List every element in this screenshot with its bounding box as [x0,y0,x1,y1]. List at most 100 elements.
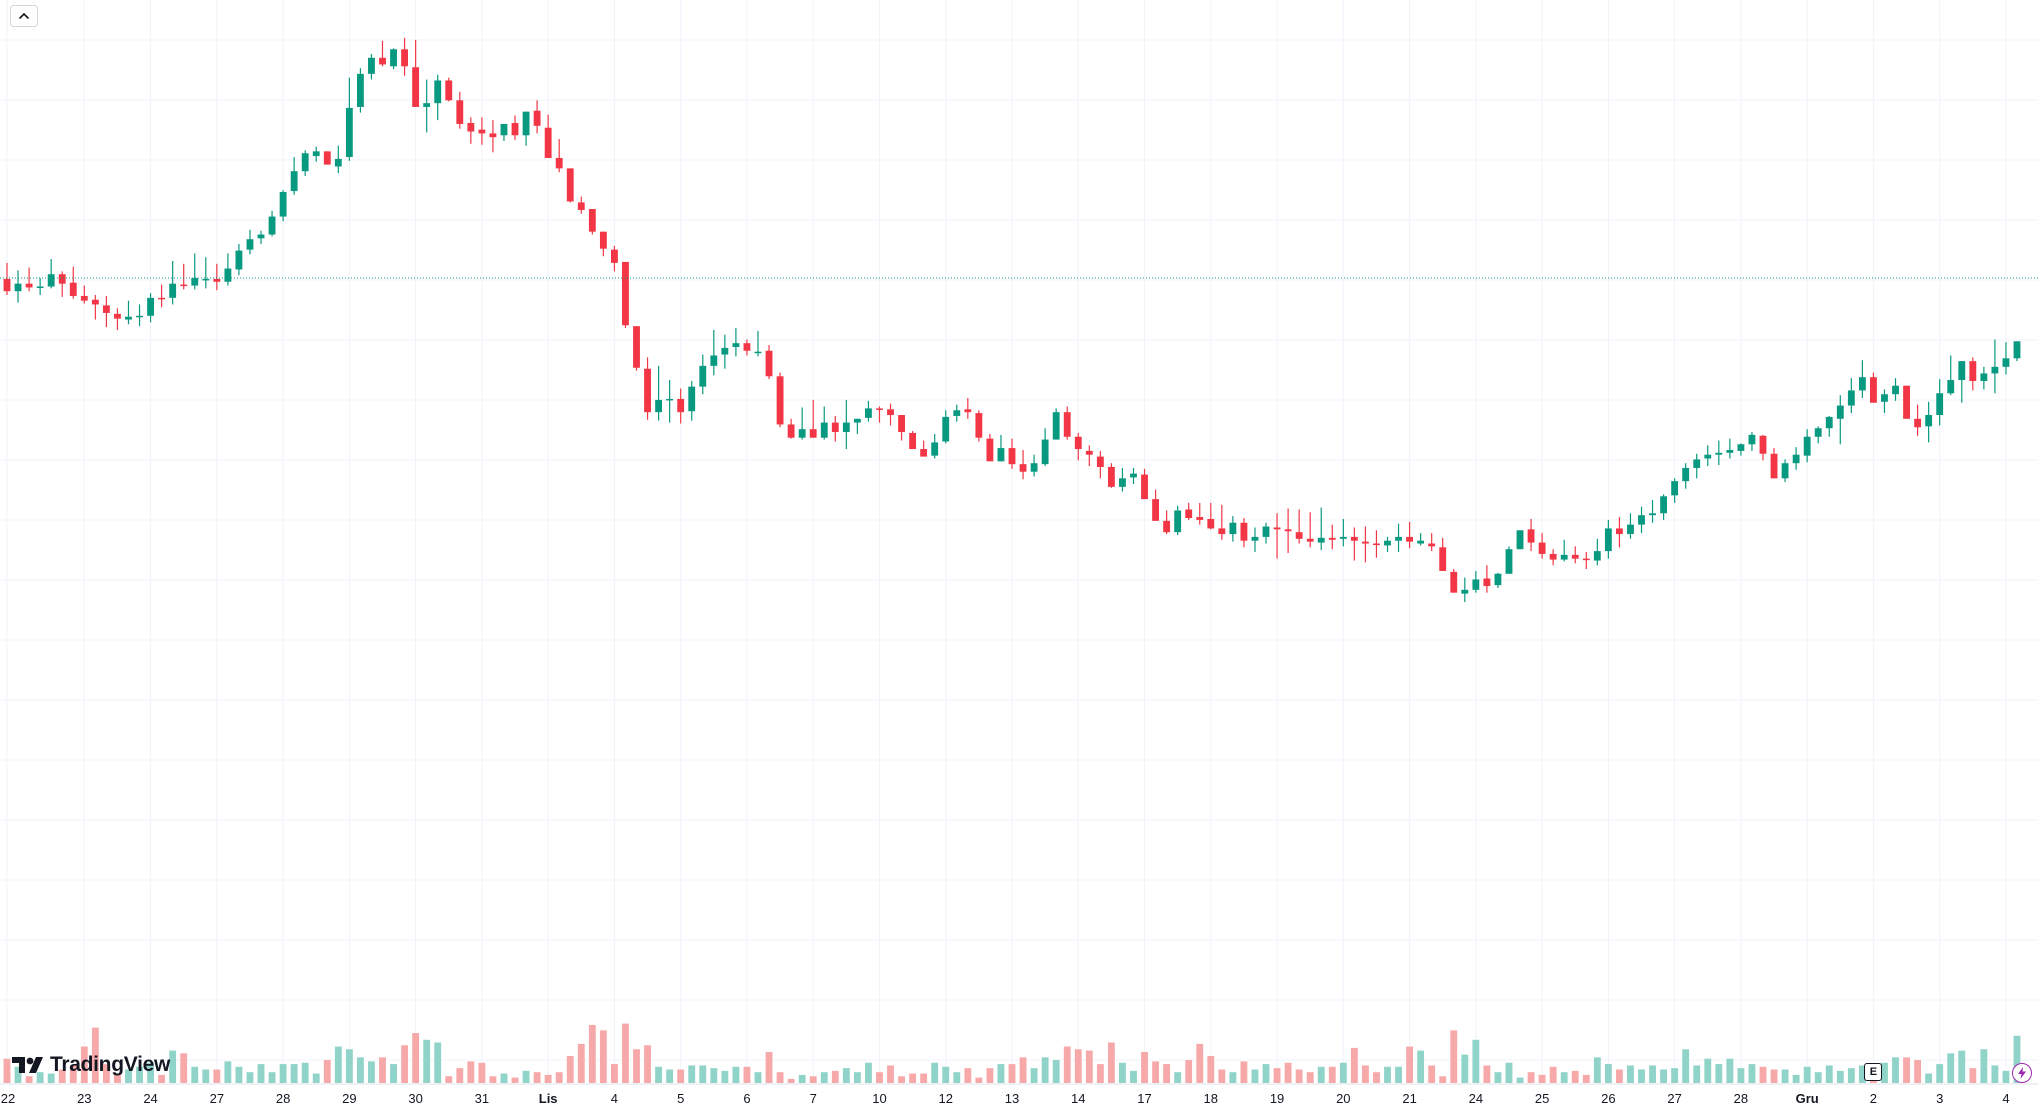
candle-body [754,351,762,354]
volume-bar [36,1072,44,1083]
candle [1152,489,1159,521]
x-tick-label: 28 [1734,1091,1748,1106]
candle [312,146,320,162]
volume-bar [467,1061,475,1083]
candle-body [1582,558,1590,561]
volume-bar [390,1064,397,1083]
volume-bar [655,1066,663,1083]
candle-body [1671,481,1679,496]
volume-bar [577,1043,585,1083]
x-tick-label: 30 [408,1091,422,1106]
candle [920,440,928,457]
candle [1306,512,1314,548]
candle [1925,401,1933,443]
volume-bar [522,1070,530,1083]
volume-bar [964,1068,972,1083]
candle-body [1339,536,1347,539]
volume-bar [3,1058,11,1083]
x-tick-label: 6 [743,1091,750,1106]
x-tick-label: 22 [1,1091,15,1106]
candle-body [1538,542,1546,554]
candle-body [533,110,541,126]
candle-body [920,449,928,457]
candle [1472,570,1480,593]
candle-body [522,111,530,136]
candle-body [1593,551,1601,561]
volume-bar [1107,1042,1115,1083]
candle [2013,341,2021,362]
candle-body [776,376,784,425]
candle [1373,530,1380,558]
candle-body [1461,589,1469,594]
volume-bar [1825,1065,1833,1083]
volume-bar [1759,1066,1767,1083]
volume-bar [1980,1049,1988,1083]
candle-body [80,295,88,301]
candle-body [125,316,132,320]
candle-body [909,432,917,450]
volume-bar [1991,1065,1999,1083]
candle [1792,447,1800,470]
candle-body [644,368,651,413]
candle [1627,513,1634,539]
lightning-icon [2018,1067,2026,1079]
volume-bar [1417,1050,1425,1083]
candle [964,398,972,419]
candle [820,406,828,440]
collapse-button[interactable] [10,5,38,27]
candle [842,399,850,450]
candle-body [1229,522,1237,535]
time-axis: 22 23 24 27 28 29 30 31 Lis 4 5 6 7 10 12 13 14 17 18 19 20 2… [1,1091,2010,1106]
candle-body [1980,373,1988,381]
volume-bar [434,1042,442,1083]
lightning-button[interactable] [2012,1063,2032,1083]
volume-bar [1008,1064,1016,1083]
candle [1505,546,1513,574]
x-tick-label: 23 [77,1091,91,1106]
candle-body [1925,415,1933,427]
volume-bar [412,1033,420,1083]
volume-bar [1074,1049,1082,1083]
candle [1759,434,1767,461]
candle [887,403,894,426]
x-tick-label: 10 [872,1091,886,1106]
candle [25,267,33,292]
candle [1008,438,1016,469]
candle [1240,518,1248,548]
x-tick-label: 4 [2002,1091,2009,1106]
volume-bar [1903,1057,1910,1083]
candle-body [191,277,199,286]
candle [1527,518,1535,552]
volume-bar [1273,1068,1281,1083]
candle [644,357,651,420]
candle [942,410,950,444]
candle-body [1141,474,1148,500]
volume-bar [279,1064,287,1083]
earnings-marker[interactable]: E [1864,1063,1883,1081]
volume-bar [997,1064,1005,1083]
candle [456,91,464,129]
candle-body [1483,578,1491,587]
x-tick-label: 12 [939,1091,953,1106]
candle-body [1406,536,1414,542]
volume-bar [1472,1039,1480,1083]
candle [401,37,409,76]
candle-body [1704,454,1712,459]
candle [953,404,961,422]
candle [235,243,243,276]
candle-body [1781,463,1789,479]
x-tick-label: 27 [210,1091,224,1106]
candle-body [268,216,276,235]
volume-bar [1836,1070,1844,1083]
candle-body [1870,377,1877,403]
candle-body [136,315,143,318]
volume-bar [1041,1057,1049,1083]
volume-bar [688,1065,696,1083]
candle-body [169,283,177,298]
candle [1947,355,1955,396]
x-tick-label: 19 [1270,1091,1284,1106]
tradingview-logo[interactable]: TradingView [12,1052,170,1078]
volume-bar [887,1065,894,1083]
